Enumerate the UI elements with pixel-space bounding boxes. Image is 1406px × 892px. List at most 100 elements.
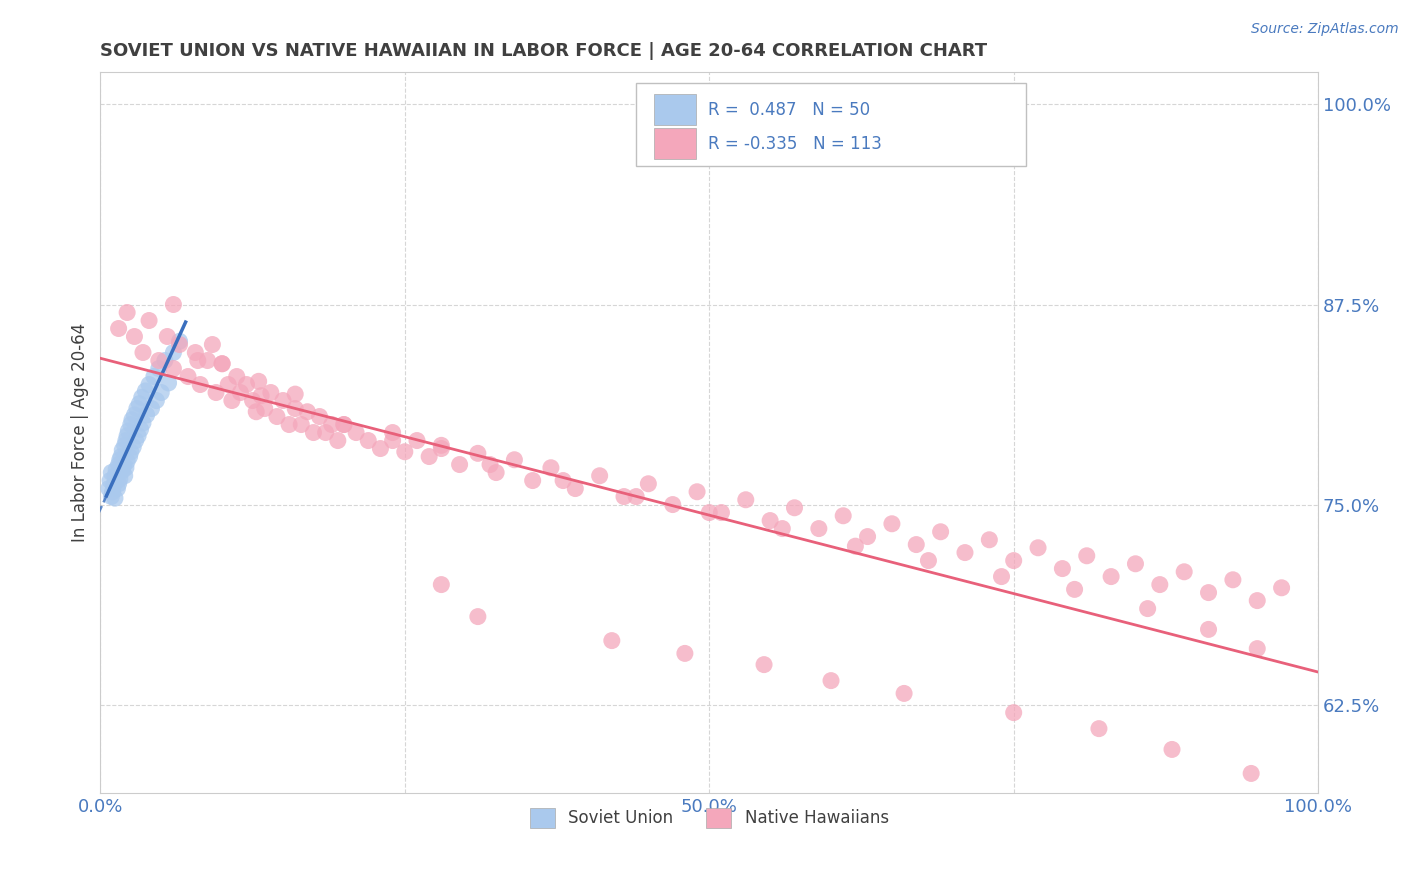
Y-axis label: In Labor Force | Age 20-64: In Labor Force | Age 20-64 [72,323,89,542]
Point [710,506,733,520]
Point [107,476,129,491]
Point [613,490,636,504]
Point [1099,569,1122,583]
Point [1149,577,1171,591]
Point [128,397,150,411]
Point [124,434,146,448]
Point [1246,641,1268,656]
Point [112,459,135,474]
Point [1002,553,1025,567]
Point [820,673,842,688]
Point [1125,557,1147,571]
Point [1063,582,1085,597]
Point [157,376,180,390]
Point [1026,541,1049,555]
Point [253,401,276,416]
Point [111,443,134,458]
Point [553,474,575,488]
Point [145,393,167,408]
Point [467,609,489,624]
FancyBboxPatch shape [636,83,1026,166]
Point [124,408,146,422]
Point [221,393,243,408]
Point [856,530,879,544]
Point [111,464,134,478]
Point [124,329,146,343]
Point [333,417,356,432]
Point [260,385,283,400]
Point [661,498,683,512]
Point [115,305,138,319]
Point [120,444,142,458]
Point [138,377,160,392]
Point [522,474,544,488]
Point [271,393,294,408]
Point [197,353,219,368]
Point [129,422,152,436]
Point [929,524,952,539]
Point [148,361,170,376]
Point [141,401,163,416]
Point [953,545,976,559]
Point [485,466,508,480]
Point [187,353,209,368]
Text: R = -0.335   N = 113: R = -0.335 N = 113 [709,135,882,153]
Point [132,416,155,430]
Point [188,377,211,392]
Point [162,345,184,359]
Point [1052,561,1074,575]
FancyBboxPatch shape [654,94,696,126]
Point [177,369,200,384]
Point [103,478,125,492]
Text: Source: ZipAtlas.com: Source: ZipAtlas.com [1251,22,1399,37]
Point [381,434,404,448]
Point [114,468,136,483]
Legend: Soviet Union, Native Hawaiians: Soviet Union, Native Hawaiians [523,801,896,835]
Point [108,452,131,467]
Point [588,468,610,483]
Point [104,491,127,505]
Point [184,345,207,359]
Point [406,434,429,448]
Point [1246,593,1268,607]
Point [114,438,136,452]
Point [250,389,273,403]
Point [1271,581,1294,595]
Point [278,417,301,432]
Point [734,492,756,507]
Point [1222,573,1244,587]
Point [107,321,129,335]
Point [759,514,782,528]
Point [115,434,138,448]
Point [242,393,264,408]
Point [115,460,138,475]
Point [201,337,224,351]
Point [503,452,526,467]
Point [673,647,696,661]
Point [893,686,915,700]
Point [905,538,928,552]
Point [118,450,141,464]
Point [297,405,319,419]
Point [302,425,325,440]
Point [880,516,903,531]
Point [110,450,132,464]
Point [97,482,120,496]
Point [770,522,793,536]
Point [844,539,866,553]
Point [131,390,153,404]
Point [247,374,270,388]
Point [344,425,367,440]
Point [381,425,404,440]
Point [394,444,416,458]
Point [1173,565,1195,579]
Point [686,484,709,499]
Point [266,409,288,424]
Point [205,385,228,400]
Point [153,353,176,368]
Point [225,369,247,384]
Text: SOVIET UNION VS NATIVE HAWAIIAN IN LABOR FORCE | AGE 20-64 CORRELATION CHART: SOVIET UNION VS NATIVE HAWAIIAN IN LABOR… [100,42,987,60]
Point [1198,623,1220,637]
Point [1002,706,1025,720]
Point [122,440,145,454]
